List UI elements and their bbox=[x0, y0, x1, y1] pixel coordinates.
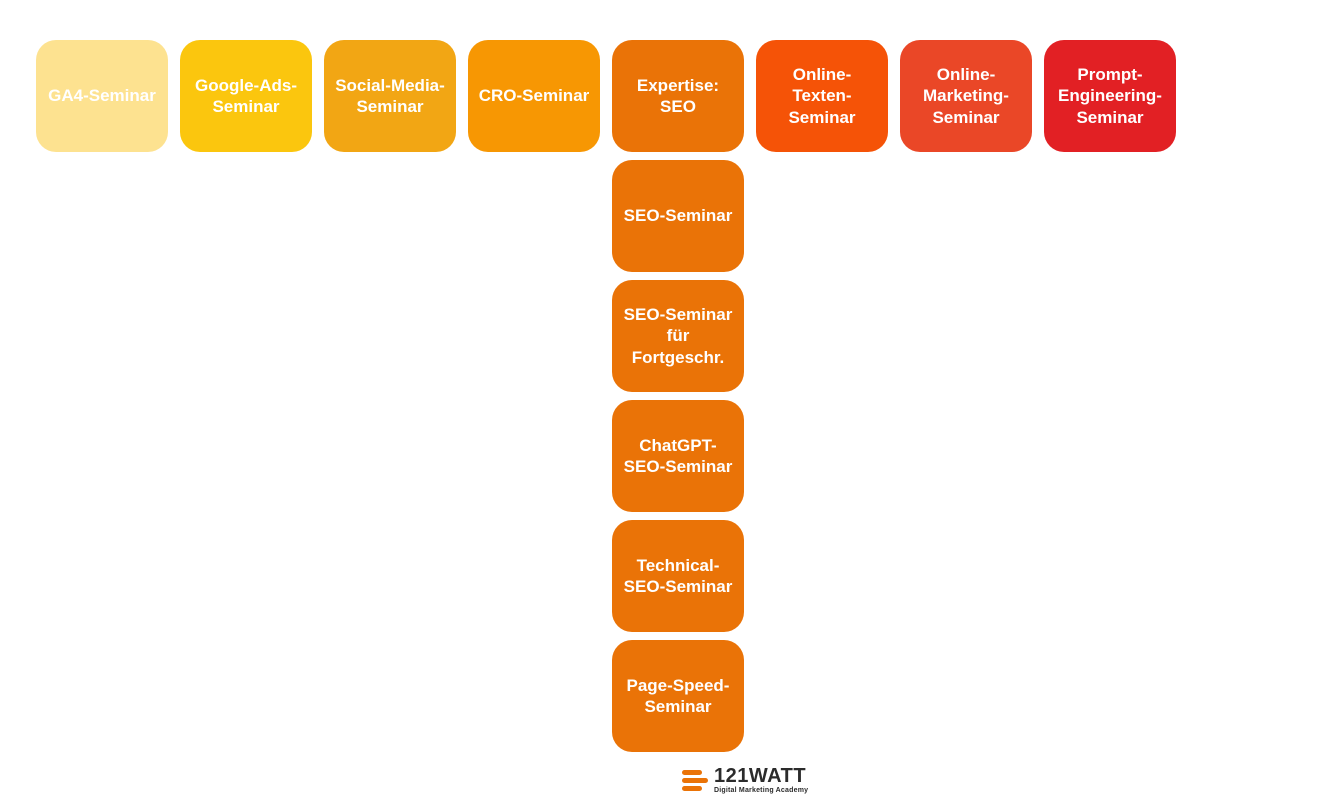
tile-label: Online-Marketing-Seminar bbox=[908, 64, 1024, 128]
tile-seo-advanced[interactable]: SEO-Seminar für Fortgeschr. bbox=[612, 280, 744, 392]
tile-label: Technical-SEO-Seminar bbox=[620, 555, 736, 598]
tile-chatgpt-seo[interactable]: ChatGPT-SEO-Seminar bbox=[612, 400, 744, 512]
tile-label: Social-Media-Seminar bbox=[332, 75, 448, 118]
tile-cro[interactable]: CRO-Seminar bbox=[468, 40, 600, 152]
tile-label: CRO-Seminar bbox=[479, 85, 590, 106]
tile-online-marketing[interactable]: Online-Marketing-Seminar bbox=[900, 40, 1032, 152]
tile-label: Online-Texten-Seminar bbox=[764, 64, 880, 128]
tile-label: GA4-Seminar bbox=[48, 85, 156, 106]
tile-online-texten[interactable]: Online-Texten-Seminar bbox=[756, 40, 888, 152]
brand-logo: 121WATT Digital Marketing Academy bbox=[682, 766, 808, 794]
tile-page-speed[interactable]: Page-Speed-Seminar bbox=[612, 640, 744, 752]
tile-label: SEO-Seminar bbox=[624, 205, 733, 226]
tile-label: ChatGPT-SEO-Seminar bbox=[620, 435, 736, 478]
logo-brand: 121WATT bbox=[714, 766, 808, 786]
tile-ga4[interactable]: GA4-Seminar bbox=[36, 40, 168, 152]
tile-label: SEO-Seminar für Fortgeschr. bbox=[620, 304, 736, 368]
logo-bars-icon bbox=[682, 770, 708, 791]
tile-label: Page-Speed-Seminar bbox=[620, 675, 736, 718]
tile-expertise-seo[interactable]: Expertise: SEO bbox=[612, 40, 744, 152]
tile-google-ads[interactable]: Google-Ads-Seminar bbox=[180, 40, 312, 152]
tile-seo-seminar[interactable]: SEO-Seminar bbox=[612, 160, 744, 272]
tile-prompt-engineering[interactable]: Prompt-Engineering-Seminar bbox=[1044, 40, 1176, 152]
tile-label: Expertise: SEO bbox=[620, 75, 736, 118]
tile-social-media[interactable]: Social-Media-Seminar bbox=[324, 40, 456, 152]
tile-technical-seo[interactable]: Technical-SEO-Seminar bbox=[612, 520, 744, 632]
logo-tagline: Digital Marketing Academy bbox=[714, 787, 808, 794]
tile-label: Prompt-Engineering-Seminar bbox=[1052, 64, 1168, 128]
logo-text: 121WATT Digital Marketing Academy bbox=[714, 766, 808, 794]
tile-label: Google-Ads-Seminar bbox=[188, 75, 304, 118]
seminar-grid: GA4-Seminar Google-Ads-Seminar Social-Me… bbox=[36, 40, 1320, 752]
